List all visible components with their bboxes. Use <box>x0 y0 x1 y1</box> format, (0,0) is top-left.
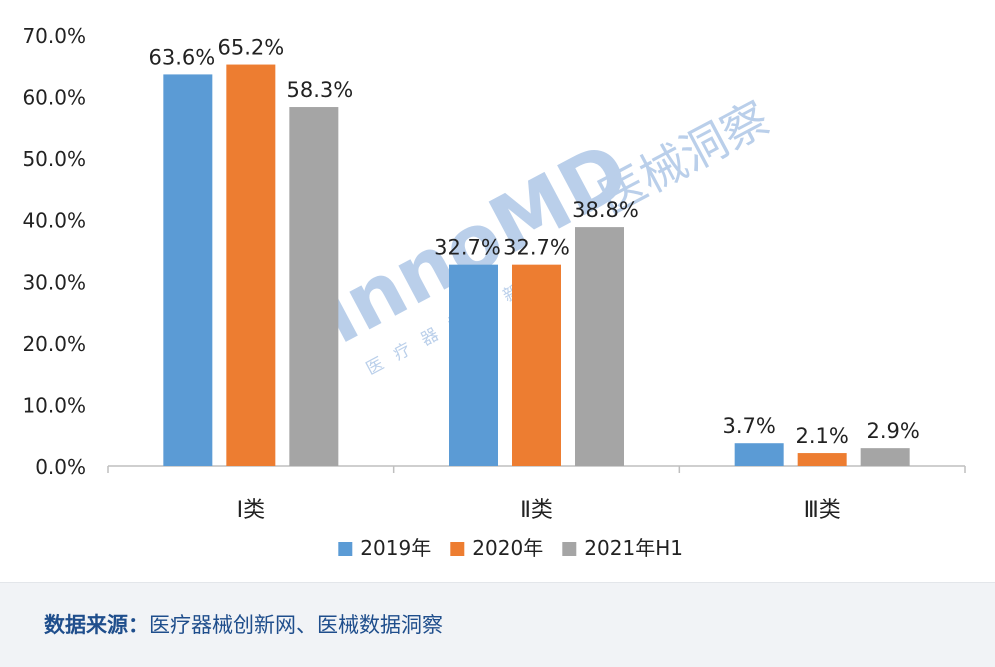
data-label: 2.9% <box>866 419 919 443</box>
legend-label: 2019年 <box>360 536 431 560</box>
legend-swatch <box>338 542 353 556</box>
legend: 2019年 2020年 2021年H1 <box>338 536 683 560</box>
y-tick-label: 30.0% <box>22 270 86 294</box>
data-label: 2.1% <box>795 424 848 448</box>
data-label: 63.6% <box>148 45 215 69</box>
y-tick-label: 40.0% <box>22 209 86 233</box>
chart-area: innoMD 医械洞察 医疗器械创新网 0.0%10.0%20.0%30.0%4… <box>0 24 995 667</box>
y-tick-label: 70.0% <box>22 24 86 48</box>
axes: 0.0% 10.0% 20.0% 30.0% 40.0% 50.0% 60.0% 70.0% Ⅰ… <box>22 24 966 523</box>
source-label: 数据来源： <box>44 613 149 637</box>
legend-swatch <box>450 542 465 556</box>
bar <box>860 448 910 466</box>
legend-item: 2021年H1 <box>562 536 683 560</box>
legend-label: 2020年 <box>472 536 543 560</box>
bar <box>797 453 847 466</box>
bar <box>163 74 213 467</box>
data-label: 65.2% <box>217 36 284 60</box>
data-label: 38.8% <box>572 198 639 222</box>
bar <box>734 443 784 466</box>
y-tick-label: 50.0% <box>22 147 86 171</box>
y-tick-label: 20.0% <box>22 332 86 356</box>
y-tick-label: 0.0% <box>35 455 86 479</box>
legend-swatch <box>562 542 577 556</box>
data-label: 58.3% <box>286 78 353 102</box>
data-label: 32.7% <box>434 236 501 260</box>
source-note: 数据来源：医疗器械创新网、医械数据洞察 <box>44 609 443 639</box>
y-tick-label: 60.0% <box>22 86 86 110</box>
x-category-label: Ⅰ类 <box>237 498 266 523</box>
legend-item: 2020年 <box>450 536 543 560</box>
bar-chart: innoMD 医械洞察 医疗器械创新网 0.0%10.0%20.0%30.0%4… <box>22 24 966 560</box>
bars <box>163 64 910 467</box>
x-category-label: Ⅱ类 <box>520 498 553 523</box>
legend-label: 2021年H1 <box>584 536 683 560</box>
bar <box>512 264 561 466</box>
source-footer: 数据来源：医疗器械创新网、医械数据洞察 <box>0 582 995 667</box>
legend-item: 2019年 <box>338 536 431 560</box>
bar <box>449 264 498 466</box>
bar <box>575 227 624 466</box>
data-labels: 63.6% 32.7% 3.7% 65.2% 32.7% 2.1% 58.3% 38.8% 2.… <box>148 36 919 449</box>
x-category-label: Ⅲ类 <box>804 498 841 523</box>
bar <box>289 107 339 466</box>
bar <box>226 64 276 466</box>
source-text: 医疗器械创新网、医械数据洞察 <box>149 613 443 637</box>
data-label: 32.7% <box>503 236 570 260</box>
data-label: 3.7% <box>722 414 775 438</box>
y-tick-label: 10.0% <box>22 393 86 417</box>
